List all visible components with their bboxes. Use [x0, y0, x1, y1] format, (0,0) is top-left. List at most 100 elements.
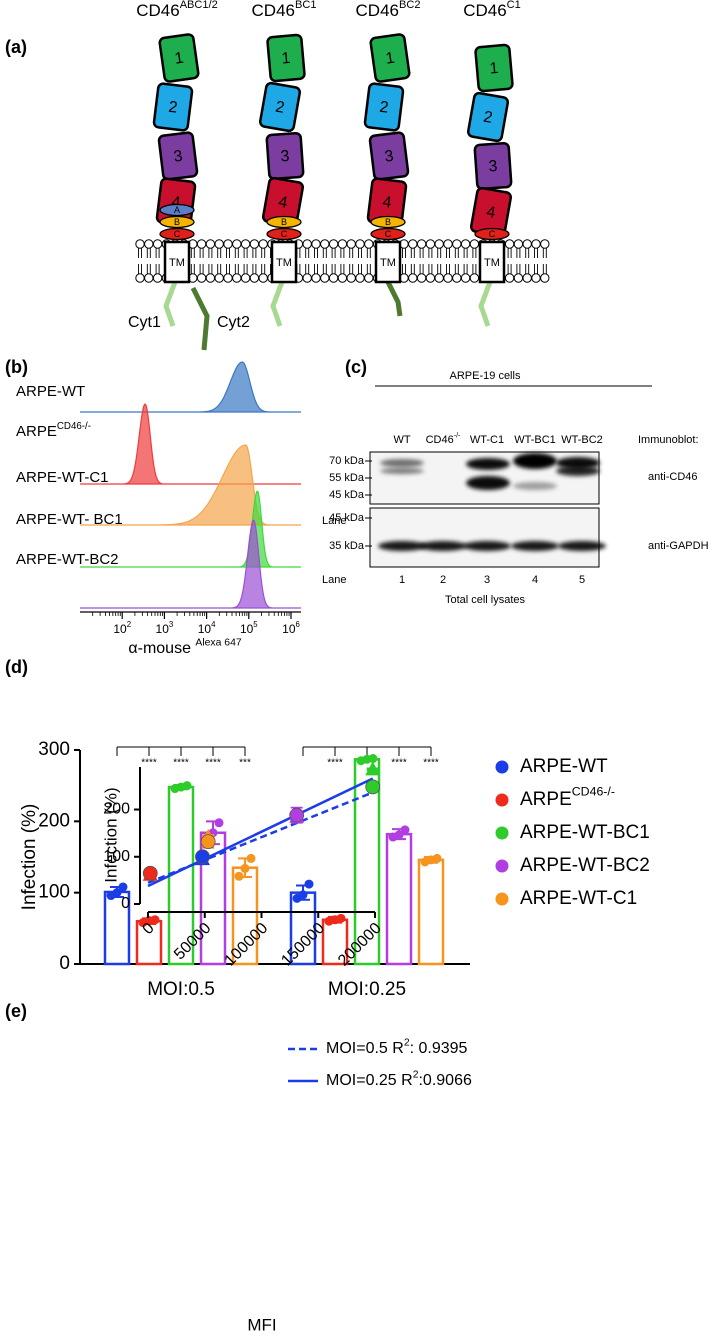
lipid-head	[196, 239, 207, 249]
row-label: ARPE-WT-BC2	[16, 551, 119, 568]
domain-label: 1	[281, 50, 291, 68]
lane-number: 2	[440, 574, 446, 586]
circle-marker	[365, 779, 381, 795]
circle-marker	[142, 865, 158, 881]
lipid-head	[355, 273, 365, 283]
lipid-head	[522, 239, 532, 249]
band	[513, 482, 557, 490]
immunoblot-label: Immunoblot:	[638, 434, 699, 446]
marker-label: 45 kDa	[329, 512, 365, 524]
y-tick-label: 300	[38, 739, 70, 760]
domain-label: 4	[381, 194, 392, 212]
lipid-head	[311, 239, 321, 249]
domain-label: 1	[174, 50, 185, 68]
y-tick-label: 0	[121, 895, 130, 912]
fit-line	[147, 777, 374, 888]
lipid-head	[355, 239, 365, 249]
lane-label: Lane	[322, 574, 346, 586]
construct-title-sup: BC2	[399, 0, 421, 11]
lipid-head	[328, 239, 339, 249]
domain: 2	[466, 91, 510, 143]
stp-domain	[159, 203, 195, 217]
stp-domain	[159, 215, 195, 229]
data-point	[426, 855, 436, 865]
domain-label: 3	[384, 148, 395, 166]
lipid-head	[249, 239, 260, 249]
stp-domain	[159, 227, 195, 241]
lipid-head	[540, 239, 550, 249]
lipid-head	[504, 239, 515, 249]
band	[513, 453, 557, 469]
lipid-head	[364, 239, 374, 249]
marker-label: 45 kDa	[329, 489, 365, 501]
row-label: ARPE-WT- BC1	[16, 511, 123, 528]
legend-label: MOI=0.5 R2: 0.9395	[326, 1037, 468, 1057]
domain: 2	[152, 82, 194, 132]
band	[556, 457, 600, 469]
domain: 2	[363, 82, 405, 132]
legend-marker	[495, 826, 509, 840]
x-axis-label-sup: Alexa 647	[195, 637, 241, 648]
lipid-head	[531, 273, 541, 283]
legend-label-sup: 2	[404, 1037, 410, 1048]
blot-membrane	[369, 507, 600, 568]
domain-box	[265, 131, 305, 181]
row-label: ARPE-WT-C1	[16, 469, 109, 486]
construct-title-sup: BC1	[295, 0, 317, 11]
significance: ****	[205, 758, 221, 769]
lipid-head	[240, 273, 251, 283]
row-label-base: ARPE-WT-C1	[16, 469, 109, 486]
x-tick-label-sup: 5	[253, 620, 258, 629]
construct-title-base: CD46	[252, 1, 295, 20]
lane-header-base: CD46	[426, 434, 454, 446]
lipid-head	[434, 239, 444, 249]
lane-header-sup: -/-	[454, 431, 461, 439]
significance: ****	[173, 758, 189, 769]
legend-label: ARPECD46-/-	[520, 785, 615, 810]
stp-label: C	[174, 229, 181, 239]
x-tick-label-base: 10	[198, 622, 212, 636]
domain: 3	[157, 131, 199, 181]
domain: 1	[474, 43, 514, 93]
tm-box	[478, 240, 506, 284]
domain-label: 2	[378, 99, 389, 117]
panel-label: (c)	[345, 357, 367, 377]
circle-marker	[200, 834, 216, 850]
lipid-head	[531, 239, 541, 249]
stp-label: B	[281, 217, 287, 227]
lipid-head	[346, 273, 356, 283]
lane-header: WT-BC2	[561, 434, 603, 446]
domain: 1	[158, 33, 200, 83]
lipid-head	[205, 273, 216, 283]
lipid-head	[320, 273, 330, 283]
legend-label: MOI=0.25 R2:0.9066	[326, 1069, 472, 1089]
y-axis-label: Infection (%)	[101, 787, 120, 882]
domain-box	[363, 82, 405, 132]
data-point	[214, 818, 224, 828]
x-tick-label: MOI:0.5	[147, 979, 215, 1000]
construct-title: CD46BC1	[252, 0, 317, 20]
construct-title-base: CD46	[136, 1, 179, 20]
domain: 1	[266, 33, 306, 83]
lipid-head	[425, 239, 436, 249]
data-point	[246, 853, 256, 863]
significance: ****	[391, 758, 407, 769]
lipid-head	[214, 239, 224, 249]
lipid-head	[452, 239, 462, 249]
band	[466, 458, 510, 470]
construct-title-sup: C1	[507, 0, 521, 11]
construct-title-base: CD46	[356, 1, 399, 20]
y-tick-label: 200	[103, 801, 130, 818]
domain-box	[158, 33, 200, 83]
lane-label: Lane	[322, 515, 346, 527]
stp-label: B	[174, 217, 180, 227]
band	[419, 541, 467, 551]
legend-marker	[495, 760, 509, 774]
lipid-head	[152, 239, 163, 249]
panel-label: (b)	[5, 357, 28, 377]
data-point	[394, 830, 404, 840]
legend-marker	[495, 793, 509, 807]
band	[558, 541, 606, 551]
marker-label: 35 kDa	[329, 540, 365, 552]
